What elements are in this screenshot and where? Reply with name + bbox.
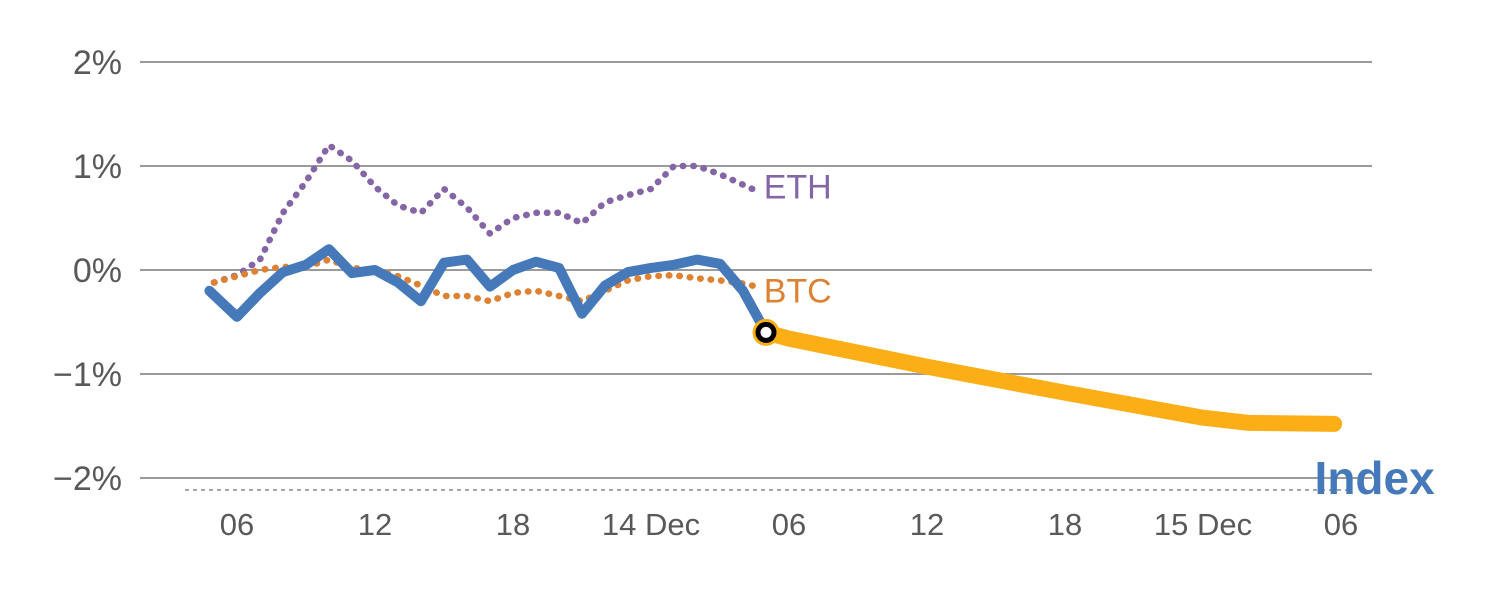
label-layer: ETH BTC Index — [764, 169, 1435, 504]
series-layer — [204, 141, 1343, 432]
x-tick-label: 18 — [1048, 507, 1082, 542]
axis-layer: 2% 1% 0% −1% −2% 06 12 18 14 Dec 06 12 18 15 Dec 06 — [53, 44, 1358, 542]
x-tick-label: 06 — [772, 507, 806, 542]
forecast-start-marker — [755, 321, 777, 343]
series-line-index — [204, 244, 771, 338]
x-tick-label: 06 — [1324, 507, 1358, 542]
x-tick-label: 15 Dec — [1154, 507, 1252, 542]
x-tick-label: 06 — [220, 507, 254, 542]
series-label-index: Index — [1315, 452, 1436, 504]
x-tick-label: 14 Dec — [602, 507, 700, 542]
series-line-eth — [210, 141, 761, 286]
x-tick-label: 18 — [496, 507, 530, 542]
y-tick-label: 2% — [73, 44, 122, 82]
series-label-btc: BTC — [764, 273, 832, 311]
series-label-eth: ETH — [764, 169, 832, 207]
y-tick-label: −2% — [53, 460, 122, 498]
x-tick-label: 12 — [358, 507, 392, 542]
series-line-index-forecast — [758, 324, 1343, 432]
x-tick-label: 12 — [910, 507, 944, 542]
y-tick-label: 0% — [73, 252, 122, 290]
annotation-layer — [752, 318, 780, 346]
y-tick-label: −1% — [53, 356, 122, 394]
y-tick-label: 1% — [73, 148, 122, 186]
